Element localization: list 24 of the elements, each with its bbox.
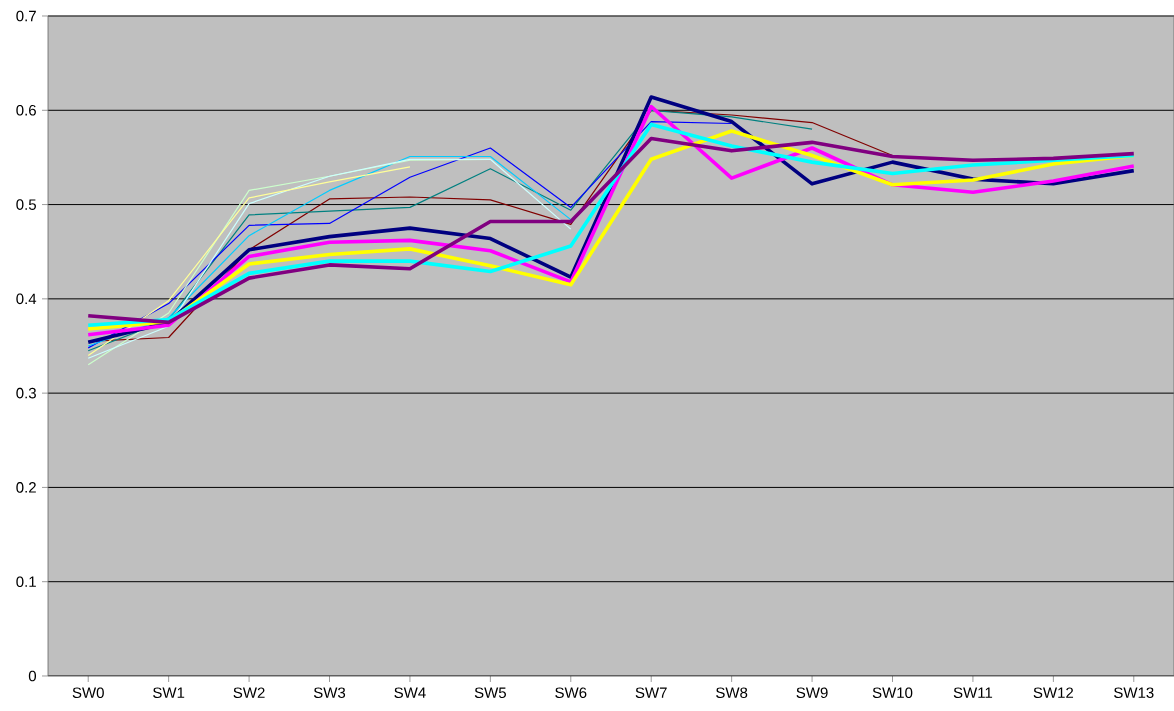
y-tick-label: 0.2 bbox=[16, 482, 36, 493]
x-tick-label: SW8 bbox=[716, 687, 748, 699]
y-tick-label: 0.1 bbox=[16, 576, 36, 588]
y-tick-label: 0.5 bbox=[16, 199, 36, 210]
x-tick-label: SW12 bbox=[1033, 687, 1074, 699]
x-tick-label: SW4 bbox=[394, 687, 426, 699]
x-tick-label: SW1 bbox=[153, 687, 185, 699]
y-tick-label: 0.6 bbox=[16, 104, 36, 116]
x-tick-label: SW3 bbox=[313, 687, 346, 699]
y-tick-label: 0.4 bbox=[16, 293, 37, 305]
x-tick-label: SW10 bbox=[872, 687, 913, 699]
x-tick-label: SW9 bbox=[796, 687, 828, 699]
y-tick-label: 0.3 bbox=[16, 387, 36, 399]
x-tick-label: SW7 bbox=[635, 687, 667, 699]
y-tick-label: 0 bbox=[28, 670, 37, 682]
x-tick-label: SW13 bbox=[1114, 687, 1154, 699]
y-tick-label: 0.7 bbox=[16, 10, 36, 22]
x-tick-label: SW2 bbox=[233, 687, 265, 699]
x-tick-label: SW6 bbox=[555, 687, 587, 699]
line-series bbox=[87, 166, 411, 357]
x-tick-label: SW5 bbox=[474, 687, 506, 699]
x-tick-label: SW11 bbox=[953, 687, 993, 699]
line-series bbox=[87, 120, 733, 349]
x-tick-label: SW0 bbox=[72, 687, 104, 699]
